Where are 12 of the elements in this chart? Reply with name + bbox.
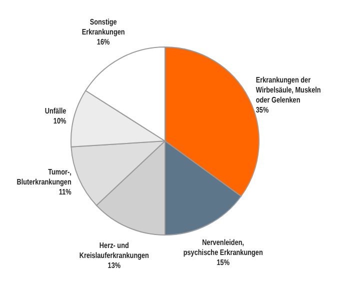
slice-label: Tumor-, Bluterkrankungen [16,166,72,187]
data-label: 10% [53,116,67,126]
data-label: 16% [96,36,110,47]
data-label: 35% [256,104,270,115]
slice-label: Sonstige Erkrankungen [82,16,125,37]
slice-label: Unfälle [44,106,66,116]
data-label: 13% [108,260,122,270]
data-label: 11% [58,186,72,197]
slice-label: Nervenleiden, psychische Erkrankungen [183,237,263,258]
slice-label: Herz- und Kreislauferkrankungen [79,240,149,260]
slice-label: Erkrankungen der Wirbelsäule, Muskeln oder Gelenken [256,74,321,105]
data-label: 15% [216,257,230,268]
